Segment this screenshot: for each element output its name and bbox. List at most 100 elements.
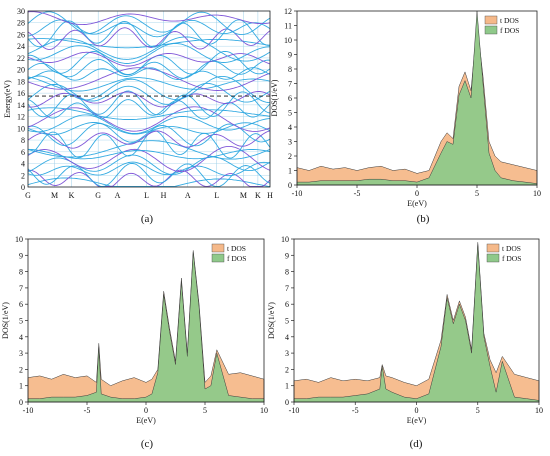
y-tick-label: 7 (288, 80, 292, 89)
x-tick-label: -5 (352, 406, 359, 415)
band-line (27, 130, 271, 149)
y-tick-label: 6 (288, 94, 292, 103)
band-line (27, 38, 271, 49)
band-line (27, 177, 271, 187)
y-tick-label: 22 (17, 54, 25, 63)
y-axis-label: DOS(1/eV) (270, 79, 279, 116)
legend-label: t DOS (502, 244, 521, 253)
band-line (27, 51, 271, 67)
y-tick-label: 20 (17, 66, 25, 75)
x-tick-label: 0 (415, 406, 419, 415)
x-tick-label: 5 (475, 189, 479, 198)
dos-area-f-dos (27, 251, 265, 403)
y-tick-label: 16 (17, 89, 25, 98)
panel-label-d: (d) (410, 438, 423, 450)
x-axis-label: E(eV) (407, 416, 427, 425)
k-point-label: G (25, 191, 31, 200)
y-tick-label: 8 (285, 268, 289, 277)
band-line (27, 106, 271, 132)
y-tick-label: 2 (288, 152, 292, 161)
panel-label-b: (b) (417, 213, 430, 225)
y-tick-label: 4 (285, 333, 289, 342)
y-tick-label: 28 (17, 19, 25, 28)
y-tick-label: 5 (288, 109, 292, 118)
y-tick-label: 1 (288, 167, 292, 176)
band-line (27, 161, 271, 177)
y-tick-label: 2 (19, 365, 23, 374)
band-line (27, 91, 271, 108)
legend-label: t DOS (227, 244, 246, 253)
legend-label: f DOS (500, 26, 519, 35)
y-tick-label: 9 (285, 251, 289, 260)
y-tick-label: 9 (19, 251, 23, 260)
k-point-label: A (185, 191, 191, 200)
y-tick-label: 0 (19, 398, 23, 407)
y-tick-label: 1 (19, 382, 23, 391)
band-line (27, 145, 271, 173)
band-line (27, 122, 271, 136)
band-line (27, 122, 271, 147)
x-tick-label: 0 (415, 189, 419, 198)
y-tick-label: 18 (17, 77, 25, 86)
y-tick-label: 3 (19, 349, 23, 358)
k-point-label: H (161, 191, 167, 200)
y-tick-label: 10 (284, 36, 292, 45)
k-point-label: L (144, 191, 149, 200)
band-line (27, 75, 271, 104)
y-tick-label: 5 (285, 317, 289, 326)
y-tick-label: 4 (19, 333, 23, 342)
band-line (27, 67, 271, 91)
y-tick-label: 0 (288, 181, 292, 190)
y-tick-label: 8 (19, 268, 23, 277)
plot-frame (296, 10, 538, 186)
dos-panel-c: -10 -5 0 5 10 0 1 2 3 4 5 6 7 8 9 10 E(eV) DOS(1/eV) t DOS… (1, 235, 268, 425)
dos-area-t-dos (296, 22, 538, 186)
y-tick-label: 24 (17, 42, 25, 51)
dos-area-f-dos (296, 10, 538, 186)
x-tick-label: -10 (289, 406, 300, 415)
legend-swatch (486, 243, 500, 253)
band-line (27, 19, 271, 48)
band-line (27, 67, 271, 81)
y-tick-label: 14 (17, 101, 25, 110)
x-axis-label: E(eV) (136, 416, 156, 425)
panel-label-c: (c) (141, 438, 154, 450)
y-tick-label: 2 (285, 365, 289, 374)
band-line (27, 19, 271, 38)
band-line (27, 107, 271, 120)
y-tick-label: 1 (285, 382, 289, 391)
y-tick-label: 9 (288, 51, 292, 60)
y-tick-label: 12 (284, 7, 292, 16)
y-tick-label: 0 (285, 398, 289, 407)
y-axis-label: Energy(eV) (3, 80, 12, 118)
y-tick-label: 11 (284, 22, 292, 31)
legend-swatch (211, 243, 225, 253)
x-tick-label: 5 (476, 406, 480, 415)
legend-swatch (484, 25, 498, 35)
band-line (27, 76, 271, 92)
y-tick-label: 2 (21, 171, 25, 180)
y-tick-label: 5 (19, 317, 23, 326)
y-tick-label: 10 (15, 235, 23, 244)
y-tick-label: 10 (281, 235, 289, 244)
dos-panel-b: -10 -5 0 5 100123456789101112E(eV)DOS(1/eV)t… (270, 7, 541, 208)
k-point-label: G (95, 191, 101, 200)
legend-label: t DOS (500, 16, 519, 25)
legend-swatch (211, 253, 225, 263)
x-tick-label: 5 (203, 406, 207, 415)
x-tick-label: 10 (535, 406, 543, 415)
x-axis-label: E(eV) (407, 199, 427, 208)
y-axis-label: DOS(1/eV) (267, 302, 276, 339)
y-tick-label: 4 (288, 123, 292, 132)
y-tick-label: 26 (17, 30, 25, 39)
y-tick-label: 8 (288, 65, 292, 74)
band-line (27, 163, 271, 187)
band-line (27, 50, 271, 75)
legend-label: f DOS (227, 254, 246, 263)
k-point-label: A (115, 191, 121, 200)
y-axis-label: DOS(1/eV) (1, 302, 10, 339)
k-point-label: K (69, 191, 75, 200)
dos-area-t-dos (27, 250, 265, 403)
